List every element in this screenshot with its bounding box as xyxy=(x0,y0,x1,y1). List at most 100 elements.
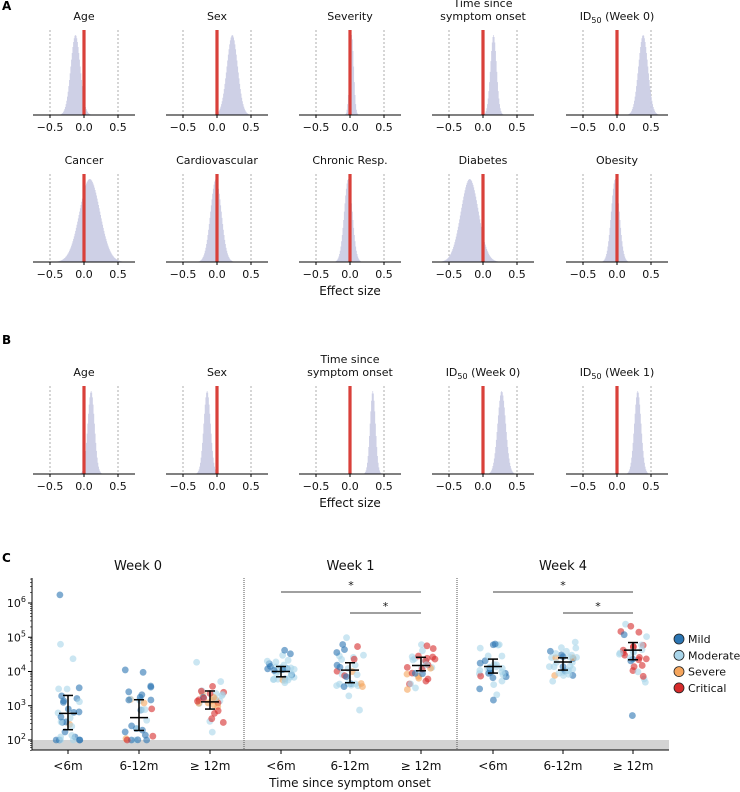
x-tick-label: −0.5 xyxy=(170,268,197,281)
data-point-critical xyxy=(635,656,643,664)
x-tick-label: −0.5 xyxy=(436,268,463,281)
x-tick-label: 0.0 xyxy=(341,480,359,493)
zero-reference-line xyxy=(615,30,619,115)
data-point-critical xyxy=(635,628,643,636)
y-tick-label: 102 xyxy=(7,732,26,747)
x-tick-label: 6-12m xyxy=(331,759,370,773)
data-point-mild xyxy=(75,684,83,692)
histogram-panel: −0.5 0.0 0.5 xyxy=(299,386,401,493)
histogram-panel: −0.5 0.0 0.5 xyxy=(33,174,135,281)
x-tick-label: 0.5 xyxy=(242,480,260,493)
histogram-panel: −0.5 0.0 0.5 xyxy=(166,30,268,134)
data-point-moderate xyxy=(69,655,77,663)
data-point-mild xyxy=(340,683,348,691)
data-point-mild xyxy=(128,722,136,730)
data-point-mild xyxy=(60,697,68,705)
histogram-panel: −0.5 0.0 0.5 xyxy=(566,174,668,281)
data-point-moderate xyxy=(499,671,507,679)
x-tick-label: 0.0 xyxy=(474,480,492,493)
data-point-critical xyxy=(424,675,432,683)
data-point-moderate xyxy=(555,669,563,677)
data-point-moderate xyxy=(418,641,425,649)
x-tick-label: 6-12m xyxy=(544,759,583,773)
x-tick-label: 0.5 xyxy=(642,480,660,493)
histogram-panel: −0.5 0.0 0.5 xyxy=(166,174,268,281)
data-point-critical xyxy=(197,687,205,695)
x-tick-label: 0.0 xyxy=(608,121,626,134)
x-tick-label: 0.0 xyxy=(341,121,359,134)
data-point-moderate xyxy=(263,657,271,665)
zero-reference-line xyxy=(615,174,619,262)
data-point-mild xyxy=(281,646,289,654)
panel-title: Age xyxy=(73,10,95,23)
data-point-critical xyxy=(627,622,635,630)
data-point-severe xyxy=(403,686,411,693)
data-point-mild xyxy=(57,713,65,721)
data-point-mild xyxy=(476,685,484,693)
data-point-moderate xyxy=(272,658,280,666)
histogram-panel: −0.5 0.0 0.5 xyxy=(33,386,135,493)
data-point-moderate xyxy=(55,685,63,693)
x-tick-label: ≥ 12m xyxy=(613,759,654,773)
data-point-moderate xyxy=(343,634,350,642)
data-point-mild xyxy=(121,666,129,674)
significance-star: * xyxy=(348,579,354,592)
legend: Mild Moderate Severe Critical xyxy=(673,633,740,695)
data-point-moderate xyxy=(616,649,624,657)
panel-label-a: A xyxy=(2,0,12,13)
data-point-critical xyxy=(642,655,650,663)
zero-reference-line xyxy=(82,174,86,262)
data-point-moderate xyxy=(622,620,629,628)
data-point-mild xyxy=(147,696,155,704)
data-point-moderate xyxy=(571,638,579,646)
data-point-critical xyxy=(639,672,647,680)
x-tick-label: 0.0 xyxy=(474,268,492,281)
week-panel: Week 1 <6m 6-12m ≥ 12m * * xyxy=(263,559,441,773)
panel-label-b: B xyxy=(2,333,11,347)
data-point-mild xyxy=(125,688,133,696)
data-point-moderate xyxy=(143,716,151,724)
data-point-critical xyxy=(638,662,646,669)
data-point-moderate xyxy=(407,680,415,688)
x-tick-label: −0.5 xyxy=(303,480,330,493)
panel-title: Severity xyxy=(327,10,373,23)
zero-reference-line xyxy=(82,386,86,474)
data-point-moderate xyxy=(476,666,484,674)
data-point-moderate xyxy=(498,677,506,685)
data-point-moderate xyxy=(634,668,642,676)
panel-title: Time since xyxy=(453,0,513,10)
x-tick-label: 0.5 xyxy=(109,121,127,134)
panel-title: Cardiovascular xyxy=(176,154,258,167)
legend-label: Critical xyxy=(688,682,726,695)
data-point-moderate xyxy=(552,650,560,657)
data-point-moderate xyxy=(57,733,65,741)
data-point-mild xyxy=(143,736,151,744)
zero-reference-line xyxy=(481,30,485,115)
data-point-mild xyxy=(147,683,155,691)
panel-title: Sex xyxy=(207,10,228,23)
data-point-moderate xyxy=(208,728,216,736)
data-point-moderate xyxy=(353,671,361,679)
data-point-severe xyxy=(359,683,366,690)
data-point-critical xyxy=(208,715,216,723)
zero-reference-line xyxy=(348,30,352,115)
week-title: Week 0 xyxy=(114,559,162,574)
data-point-moderate xyxy=(484,652,492,660)
panel-title: ID50 (Week 0) xyxy=(446,366,521,381)
panel-title: Obesity xyxy=(596,154,639,167)
panel-title: Diabetes xyxy=(459,154,508,167)
data-point-critical xyxy=(123,736,131,744)
data-point-mild xyxy=(266,662,274,670)
week-title: Week 1 xyxy=(326,559,374,574)
data-point-severe xyxy=(140,699,148,707)
data-point-critical xyxy=(200,694,208,702)
data-point-mild xyxy=(491,640,499,648)
data-point-moderate xyxy=(557,644,565,652)
y-tick-label: 105 xyxy=(7,629,26,644)
histogram-panel: −0.5 0.0 0.5 xyxy=(432,30,534,134)
data-point-moderate xyxy=(565,670,573,678)
data-point-mild xyxy=(287,650,294,658)
x-axis-label: Effect size xyxy=(319,284,381,298)
histogram-bars xyxy=(432,179,534,262)
data-point-mild xyxy=(339,641,347,648)
